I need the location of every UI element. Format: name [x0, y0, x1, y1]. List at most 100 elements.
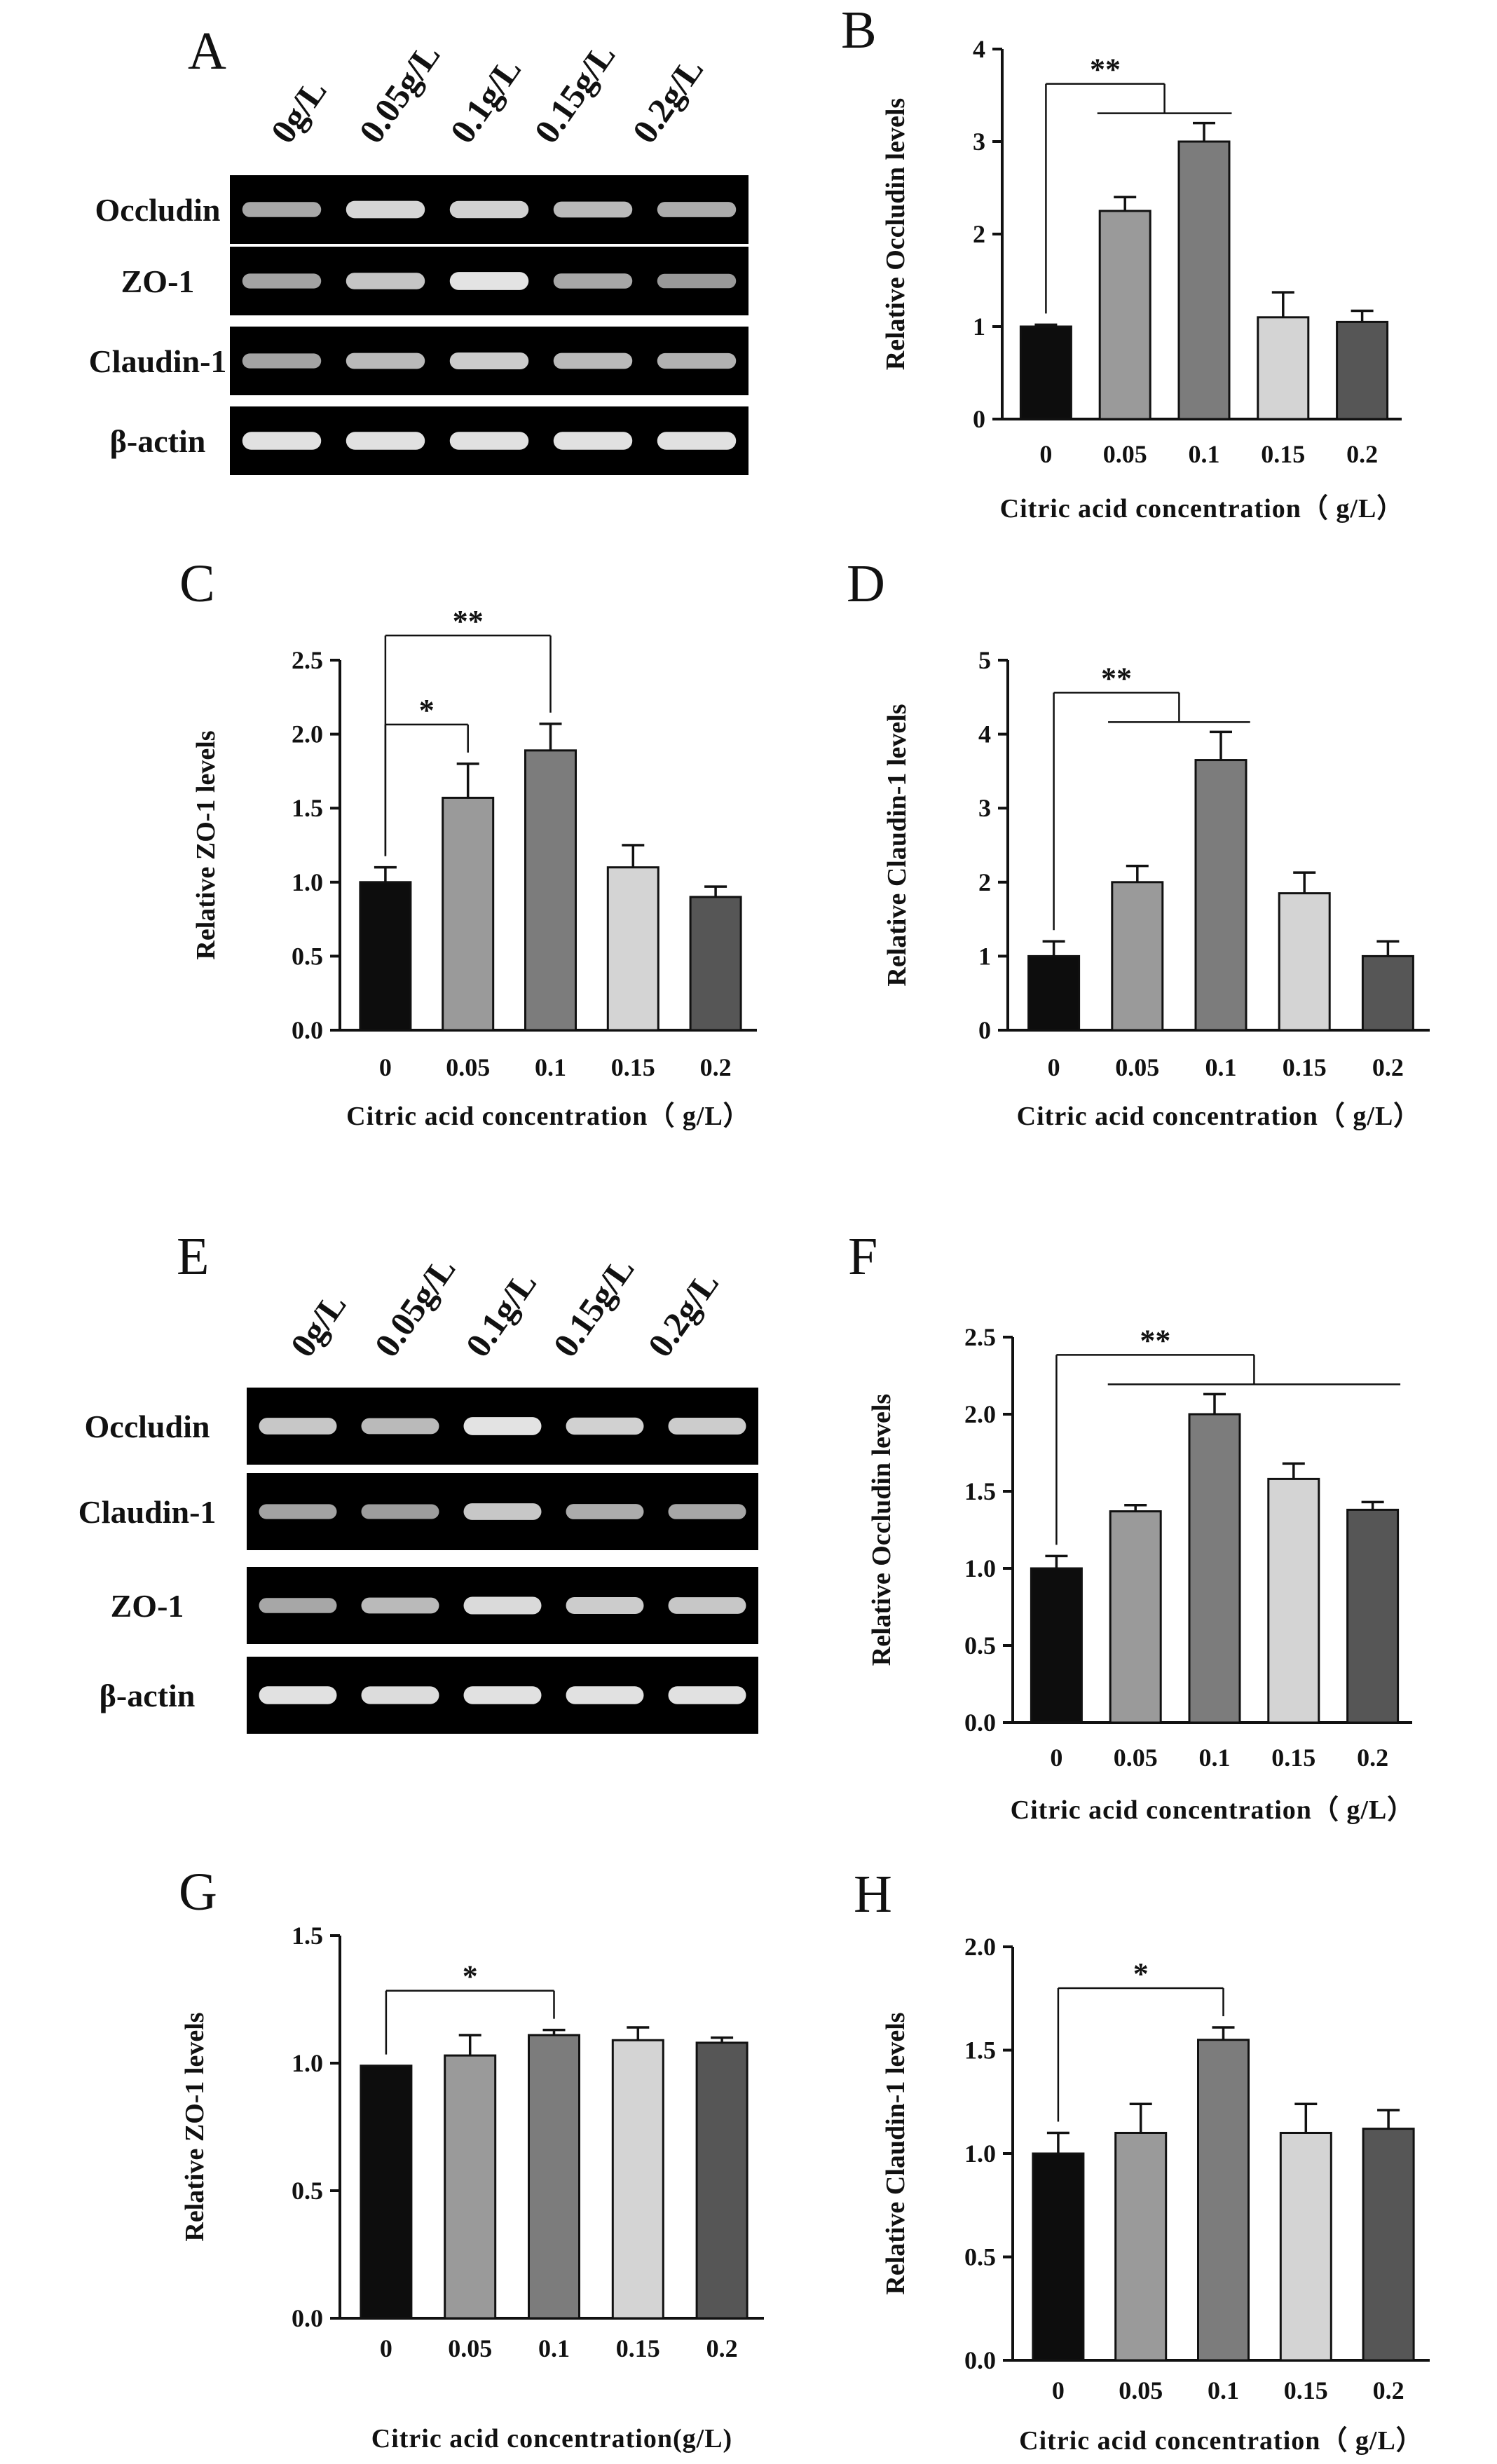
- gel-band: [463, 1417, 542, 1435]
- bar-b-2: [1177, 140, 1231, 420]
- y-tick-label: 4: [978, 720, 991, 748]
- lane-label: 0g/L: [263, 72, 334, 151]
- x-tick-label: 0.05: [1119, 2376, 1163, 2404]
- bar-d-3: [1278, 892, 1331, 1032]
- y-tick-label: 0.5: [964, 1631, 996, 1659]
- gel-band: [668, 1417, 746, 1435]
- y-axis-title: Relative Occludin levels: [867, 1394, 896, 1666]
- gel-band: [657, 353, 737, 369]
- y-tick-label: 2.5: [964, 1323, 996, 1351]
- panel-label-a: A: [188, 22, 226, 81]
- bar-d-4: [1361, 954, 1414, 1032]
- bar-c-2: [524, 749, 577, 1032]
- chart-d: 0 1 2 3 4 5 0 0.05 0.1 0.15 0.2 Relative Claudin-1 …: [882, 646, 1430, 1131]
- gel-band: [259, 1686, 337, 1704]
- x-tick-label: 0.2: [1373, 2376, 1404, 2404]
- y-tick-label: 0.5: [292, 2177, 323, 2205]
- x-tick-label: 0.1: [535, 1053, 566, 1081]
- gel-a: 0g/L 0.05g/L0.1g/L0.15g/L 0.2g/L Occludin ZO…: [89, 36, 748, 475]
- gel-band: [553, 353, 633, 369]
- x-tick-label: 0.2: [1372, 1053, 1404, 1081]
- gel-band: [259, 1598, 337, 1613]
- x-tick-label: 0: [380, 2334, 392, 2362]
- gel-band: [463, 1503, 542, 1520]
- bar-b-0: [1019, 325, 1072, 420]
- chart-c: 0.0 0.5 1.0 1.5 2.0 2.5 0 0.05 0.1 0.15 0.2 Relativ…: [191, 604, 757, 1131]
- x-axis-title: Citric acid concentration（ g/L）: [1011, 1795, 1415, 1825]
- bar-b-3: [1257, 316, 1310, 420]
- chart-g: 0.0 0.5 1.0 1.5 0 0.05 0.1 0.15 0.2 Relative ZO-1…: [180, 1922, 764, 2453]
- x-axis-title: Citric acid concentration（ g/L）: [1019, 2426, 1423, 2456]
- x-tick-label: 0.15: [1271, 1744, 1315, 1772]
- gel-band: [566, 1686, 644, 1704]
- bar-b-4: [1336, 320, 1389, 420]
- gel-band: [553, 273, 633, 289]
- x-tick-label: 0.1: [1199, 1744, 1231, 1772]
- y-tick-label: 1.0: [292, 868, 323, 896]
- x-axis-title: Citric acid concentration（ g/L）: [346, 1102, 751, 1131]
- y-tick-label: 1.0: [292, 2049, 323, 2077]
- bar-h-1: [1114, 2132, 1168, 2362]
- panel-label-b: B: [841, 1, 877, 60]
- y-tick-label: 1: [973, 313, 985, 341]
- lane-label: 0.15g/L: [526, 36, 623, 150]
- gel-band: [242, 432, 322, 450]
- y-tick-label: 1.5: [964, 2037, 996, 2065]
- significance-label: **: [1090, 53, 1121, 87]
- gel-band: [553, 432, 633, 450]
- x-tick-label: 0.05: [448, 2334, 492, 2362]
- lane-label: 0.05g/L: [367, 1250, 463, 1364]
- gel-band: [463, 1686, 542, 1704]
- x-tick-label: 0.2: [700, 1053, 732, 1081]
- panel-label-c: C: [179, 554, 215, 613]
- gel-band: [553, 201, 633, 218]
- bar-c-1: [442, 796, 495, 1032]
- bar-h-2: [1197, 2039, 1250, 2362]
- bar-f-3: [1267, 1477, 1320, 1724]
- y-axis-title: Relative Occludin levels: [881, 98, 910, 370]
- gel-band: [361, 1597, 439, 1614]
- x-tick-label: 0.05: [446, 1053, 490, 1081]
- lane-label: 0.2g/L: [640, 1264, 726, 1364]
- lane-label: 0.05g/L: [351, 36, 448, 150]
- y-tick-label: 0: [978, 1016, 991, 1044]
- y-tick-label: 0.0: [964, 1709, 996, 1737]
- x-tick-label: 0: [1048, 1053, 1060, 1081]
- x-tick-label: 0: [1039, 440, 1052, 468]
- gel-band: [566, 1417, 644, 1435]
- gel-band: [449, 352, 529, 370]
- bar-f-1: [1109, 1510, 1162, 1724]
- significance-label: *: [419, 693, 435, 727]
- bar-d-1: [1111, 881, 1164, 1032]
- bar-g-2: [528, 2034, 580, 2320]
- x-tick-label: 0.15: [1261, 440, 1305, 468]
- chart-b: 0 1 2 3 4 0 0.05 0.1 0.15 0.2 Relative Occludin le…: [881, 35, 1403, 523]
- y-tick-label: 0.0: [292, 2304, 323, 2332]
- lane-label: 0.1g/L: [442, 50, 528, 151]
- gel-e: 0g/L 0.05g/L0.1g/L 0.15g/L0.2g/L Occludin Cl…: [78, 1250, 758, 1734]
- y-tick-label: 0.0: [292, 1016, 323, 1044]
- y-axis-title: Relative ZO-1 levels: [180, 2012, 210, 2241]
- gel-row-label: Claudin-1: [89, 343, 227, 379]
- lane-label: 0.2g/L: [624, 50, 711, 151]
- gel-band: [346, 353, 425, 369]
- bar-c-4: [689, 896, 742, 1032]
- y-tick-label: 0: [973, 405, 985, 433]
- y-tick-label: 1.0: [964, 1554, 996, 1582]
- lane-label: 0.1g/L: [458, 1264, 544, 1364]
- chart-h: 0.0 0.5 1.0 1.5 2.0 0 0.05 0.1 0.15 0.2 Relative C…: [881, 1933, 1430, 2456]
- gel-band: [657, 202, 737, 217]
- lane-label: 0g/L: [282, 1286, 354, 1364]
- x-tick-label: 0.1: [1208, 2376, 1239, 2404]
- y-tick-label: 5: [978, 646, 991, 674]
- y-tick-label: 2: [973, 220, 985, 248]
- x-tick-label: 0.1: [1205, 1053, 1237, 1081]
- x-tick-label: 0.05: [1103, 440, 1147, 468]
- y-tick-label: 2.0: [964, 1400, 996, 1428]
- y-tick-label: 3: [973, 128, 985, 156]
- significance-label: **: [1101, 661, 1132, 695]
- bar-g-1: [444, 2054, 497, 2320]
- gel-band: [346, 432, 425, 450]
- gel-band: [668, 1597, 746, 1614]
- bar-g-0: [360, 2065, 413, 2320]
